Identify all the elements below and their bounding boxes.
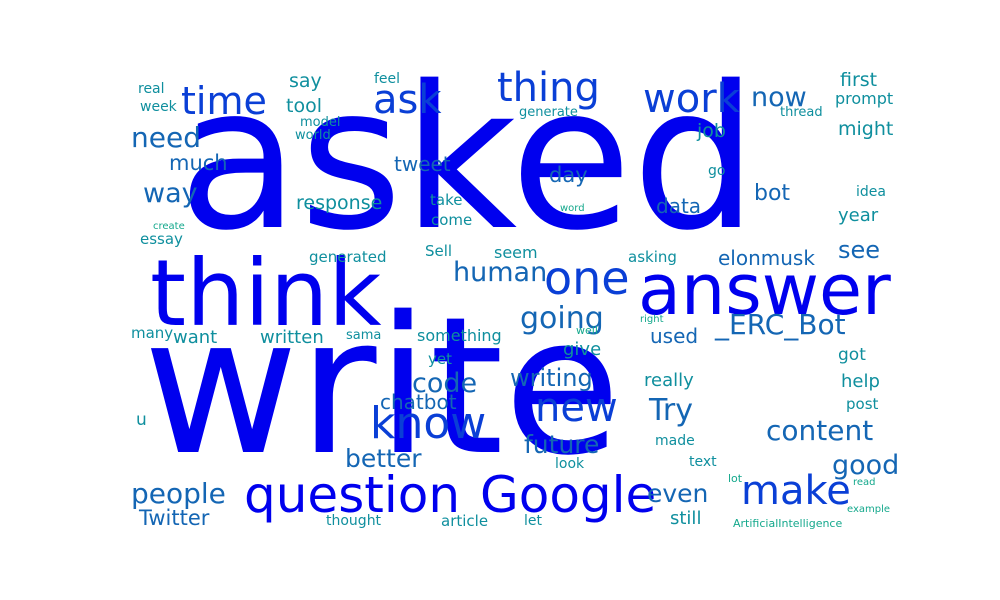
word-create: create bbox=[153, 221, 185, 232]
word-artificialintelligence: ArtificialIntelligence bbox=[733, 517, 843, 530]
word-better: better bbox=[345, 444, 422, 473]
word-year: year bbox=[838, 205, 879, 226]
word-week: week bbox=[140, 99, 177, 115]
word-good: good bbox=[832, 450, 900, 481]
word-google: Google bbox=[480, 466, 657, 524]
word-write: write bbox=[143, 276, 621, 497]
word-human: human bbox=[453, 257, 548, 288]
word-day: day bbox=[549, 163, 588, 187]
word-data: data bbox=[656, 194, 702, 218]
word-way: way bbox=[143, 178, 198, 209]
word-article: article bbox=[441, 512, 489, 530]
word-give: give bbox=[563, 339, 602, 360]
word-erc-bot: _ERC_Bot bbox=[715, 308, 846, 341]
word-essay: essay bbox=[140, 230, 183, 248]
word-tweet: tweet bbox=[394, 152, 451, 176]
word-let: let bbox=[524, 513, 542, 529]
word-sell: Sell bbox=[425, 242, 453, 260]
word-lot: lot bbox=[728, 472, 743, 485]
word-ask: ask bbox=[373, 77, 442, 123]
word-right: right bbox=[640, 314, 664, 325]
word-bot: bot bbox=[754, 181, 791, 206]
word-made: made bbox=[655, 433, 695, 449]
word-feel: feel bbox=[374, 71, 401, 87]
word-writing: writing bbox=[510, 364, 593, 392]
word-thought: thought bbox=[326, 513, 382, 529]
word-many: many bbox=[131, 324, 174, 342]
word-make: make bbox=[741, 468, 851, 514]
word-need: need bbox=[131, 121, 201, 154]
word-chatbot: chatbot bbox=[380, 390, 457, 414]
word-content: content bbox=[766, 414, 874, 447]
word-yet: yet bbox=[428, 350, 452, 368]
word-want: want bbox=[173, 327, 218, 348]
word-example: example bbox=[847, 504, 891, 515]
word-well: well bbox=[576, 324, 598, 337]
word-asking: asking bbox=[628, 248, 677, 266]
word-response: response bbox=[296, 192, 383, 214]
word-prompt: prompt bbox=[835, 89, 894, 108]
word-text: text bbox=[689, 454, 717, 470]
word-take: take bbox=[430, 191, 463, 209]
word-code: code bbox=[412, 368, 478, 399]
word-might: might bbox=[838, 118, 894, 140]
word-time: time bbox=[181, 79, 267, 123]
word-one: one bbox=[544, 251, 630, 305]
word-sama: sama bbox=[346, 328, 382, 343]
word-think: think bbox=[150, 240, 382, 347]
word-tool: tool bbox=[286, 95, 322, 117]
word-elonmusk: elonmusk bbox=[718, 246, 815, 270]
word-go: go bbox=[708, 163, 726, 179]
word-thing: thing bbox=[497, 65, 600, 111]
word-see: see bbox=[838, 236, 881, 264]
word-job: job bbox=[697, 120, 726, 142]
word-help: help bbox=[841, 371, 880, 392]
word-something: something bbox=[417, 326, 502, 345]
word-really: really bbox=[644, 370, 694, 391]
word-got: got bbox=[838, 345, 866, 365]
word-used: used bbox=[650, 324, 699, 348]
word-future: future bbox=[524, 430, 600, 459]
word-u: u bbox=[136, 410, 147, 430]
word-look: look bbox=[555, 456, 585, 472]
word-written: written bbox=[260, 327, 324, 348]
word-first: first bbox=[840, 69, 878, 91]
word-read: read bbox=[853, 477, 876, 488]
word-work: work bbox=[643, 76, 740, 122]
word-much: much bbox=[169, 151, 228, 175]
word-answer: answer bbox=[638, 249, 891, 331]
word-generate: generate bbox=[519, 105, 578, 120]
word-idea: idea bbox=[856, 184, 886, 200]
word-thread: thread bbox=[780, 105, 823, 120]
word-try: Try bbox=[649, 393, 694, 428]
word-know: know bbox=[370, 398, 487, 449]
word-model: model bbox=[300, 115, 341, 130]
word-twitter: Twitter bbox=[139, 506, 210, 530]
word-world: world bbox=[295, 128, 331, 143]
word-new: new bbox=[535, 385, 618, 431]
word-generated: generated bbox=[309, 248, 387, 266]
word-seem: seem bbox=[494, 243, 538, 262]
word-question: question bbox=[244, 466, 461, 524]
word-going: going bbox=[520, 301, 604, 336]
word-people: people bbox=[131, 477, 226, 510]
word-word: word bbox=[560, 203, 585, 214]
word-asked: asked bbox=[178, 43, 758, 274]
word-real: real bbox=[138, 81, 165, 97]
word-still: still bbox=[670, 508, 702, 529]
word-come: come bbox=[431, 211, 473, 229]
word-even: even bbox=[647, 479, 709, 508]
word-say: say bbox=[289, 70, 322, 92]
word-post: post bbox=[846, 395, 879, 413]
word-now: now bbox=[751, 82, 807, 113]
